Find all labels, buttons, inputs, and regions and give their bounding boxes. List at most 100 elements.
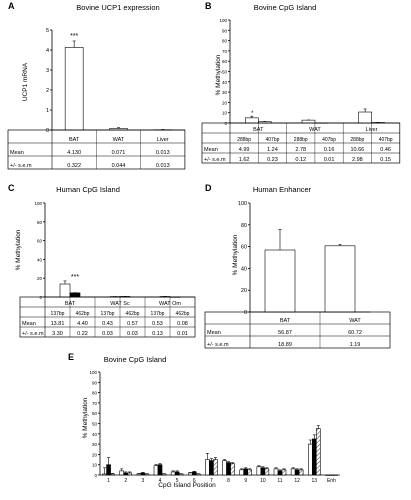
panel-e-bar	[256, 466, 262, 476]
panel-b-bar	[358, 111, 372, 124]
panel-c-table-cell: 0.03	[102, 331, 113, 337]
panel-e-category-label: 4	[159, 478, 162, 484]
panel-c-table-cell: 0.01	[177, 331, 188, 337]
panel-e-bar	[157, 464, 163, 476]
panel-b-y-tick-label: 80	[222, 39, 228, 44]
panel-c-table-header: 137bp	[101, 311, 115, 317]
panel-a-table-cell: 0.013	[156, 163, 170, 169]
panel-b-table-cell: 0.01	[324, 157, 335, 163]
panel-b-table-header: 288bp	[237, 137, 251, 143]
panel-e-bar	[106, 464, 111, 476]
panel-e-bar	[161, 473, 167, 476]
panel-letter-c: C	[8, 183, 15, 193]
panel-e-bar	[191, 471, 197, 476]
panel-e-bar	[213, 459, 218, 476]
panel-d-table	[204, 311, 391, 349]
panel-a-y-tick-label: 1	[46, 108, 49, 114]
panel-a-table-category: Liver	[157, 137, 169, 143]
panel-a-table-cell: 4.130	[67, 150, 81, 156]
panel-c-table-cell: 0.08	[177, 321, 188, 327]
panel-e-bar	[307, 443, 313, 476]
panel-c-y-tick-label: 40	[37, 257, 43, 262]
panel-b-bar	[301, 119, 316, 124]
panel-e-bar	[226, 462, 231, 476]
panel-e-bar	[187, 472, 193, 476]
panel-e-bar	[298, 469, 304, 476]
panel-b-bar	[245, 117, 259, 124]
panel-c-table-cell: 0.13	[152, 331, 163, 337]
panel-d-y-tick-label: 0	[244, 310, 247, 316]
panel-c-table-cell: 0.03	[127, 331, 138, 337]
panel-e-bar	[239, 469, 245, 476]
panel-c-table-category: BAT	[65, 301, 76, 307]
panel-b-y-tick-label: 30	[222, 90, 228, 95]
panel-a-bar	[64, 47, 84, 131]
panel-e-y-tick-label: 20	[92, 452, 98, 457]
panel-e-category-label: 1	[107, 478, 110, 484]
panel-a-table-category: WAT	[113, 137, 125, 143]
panel-e-category-label: 7	[210, 478, 213, 484]
panel-e-bar	[144, 473, 150, 476]
panel-c-title: Human CpG Island	[56, 185, 120, 194]
panel-b-table-row-label: Mean	[204, 147, 218, 153]
panel-letter-e: E	[68, 352, 74, 362]
panel-e-bar	[174, 471, 180, 476]
panel-c-table-header: 462bp	[76, 311, 90, 317]
panel-b-table-header: 407bp	[265, 137, 279, 143]
panel-e-bar	[123, 472, 129, 476]
panel-e-bar	[243, 468, 249, 476]
panel-a-table-cell: 0.013	[156, 150, 170, 156]
panel-e-bar	[153, 465, 159, 476]
panel-b-y-tick-label: 70	[222, 49, 228, 54]
panel-c-table-row-label: +/- s.e.m	[22, 331, 44, 337]
panel-e-ylabel: % Methylation	[82, 397, 89, 438]
panel-a-table-cell: 0.044	[112, 163, 126, 169]
panel-c-table-cell: 0.43	[102, 321, 113, 327]
panel-d-title: Human Enhancer	[253, 185, 312, 194]
panel-d-y-tick-label: 40	[241, 266, 247, 272]
panel-e-y-tick-label: 90	[92, 380, 98, 385]
panel-e-y-tick-label: 40	[92, 432, 98, 437]
panel-e-category-label: 10	[260, 478, 266, 484]
panel-a-table-cell: 0.322	[67, 163, 81, 169]
panel-b-y-tick-label: 0	[224, 121, 227, 126]
panel-d-table-cell: 60.72	[348, 330, 362, 336]
panel-c-bar	[59, 283, 71, 298]
panel-c-y-tick-label: 20	[37, 276, 43, 281]
panel-e-bar	[209, 460, 214, 476]
panel-b-table-cell: 10.66	[350, 147, 364, 153]
panel-e-category-label: 3	[141, 478, 144, 484]
panel-e-y-tick-label: 60	[92, 411, 98, 416]
panel-e-bar	[290, 468, 296, 476]
panel-c-y-tick-label: 0	[39, 295, 42, 300]
panel-b-significance: *	[251, 111, 254, 117]
panel-e-y-tick-label: 30	[92, 442, 98, 447]
panel-b-table-category: BAT	[253, 127, 264, 133]
panel-e-bar	[102, 473, 107, 476]
panel-letter-a: A	[8, 1, 15, 11]
panel-d-ylabel: % Methylation	[232, 234, 239, 275]
panel-b-table-cell: 1.24	[267, 147, 278, 153]
panel-e-bar	[260, 467, 266, 476]
panel-a-table-category: BAT	[69, 137, 80, 143]
panel-b-y-tick-label: 60	[222, 59, 228, 64]
panel-e-xlabel: CpG Island Position	[158, 482, 216, 489]
panel-c-table-cell: 4.40	[77, 321, 88, 327]
panel-d-table-category: BAT	[280, 318, 291, 324]
panel-a-y-tick-label: 5	[46, 28, 49, 34]
panel-a-table-row-label: Mean	[10, 150, 24, 156]
panel-b-table-header: 288bp	[350, 137, 364, 143]
panel-c-table-cell: 0.57	[127, 321, 138, 327]
panel-e-category-label: 8	[227, 478, 230, 484]
panel-b-table-category: WAT	[309, 127, 321, 133]
panel-b-y-tick-label: 50	[222, 70, 228, 75]
panel-b-title: Bovine CpG Island	[254, 3, 317, 12]
panel-e-bar	[273, 468, 279, 476]
panel-a-y-tick-label: 4	[46, 48, 49, 54]
panel-c-y-tick-label: 80	[37, 220, 43, 225]
panel-b-table-cell: 0.46	[380, 147, 391, 153]
panel-c-table-cell: 0.22	[77, 331, 88, 337]
panel-b-table-cell: 4.99	[239, 147, 250, 153]
panel-a-title: Bovine UCP1 expression	[76, 3, 159, 12]
